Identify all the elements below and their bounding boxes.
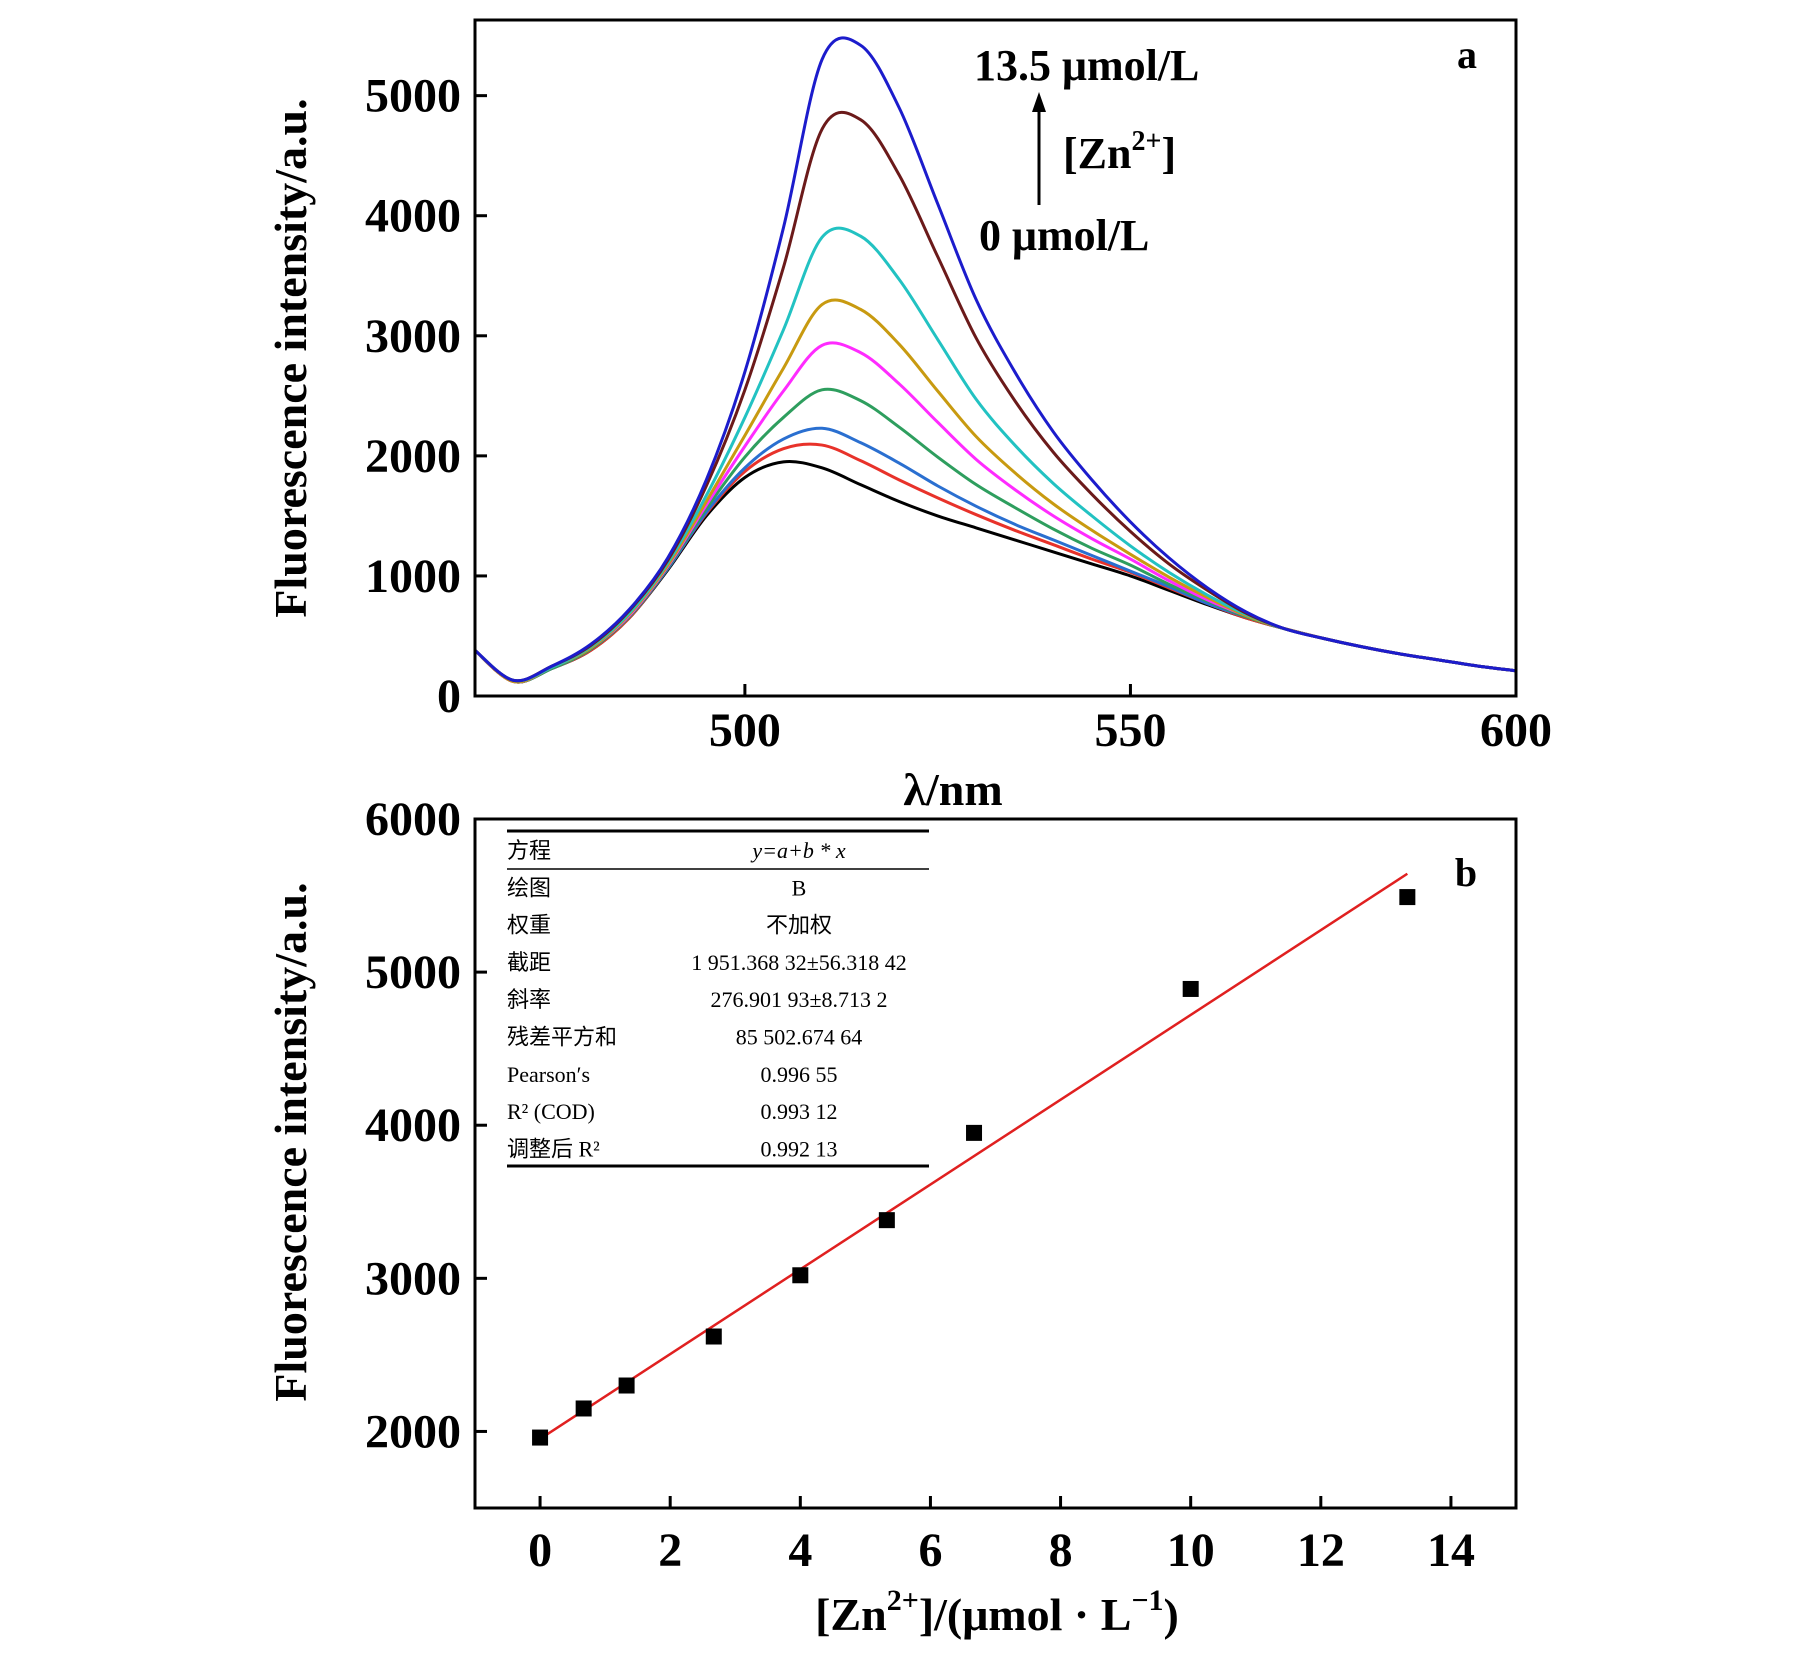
- y-tick-label-a: 2000: [365, 430, 461, 483]
- table-row-label: 残差平方和: [507, 1025, 617, 1050]
- y-tick-label-a: 0: [437, 670, 461, 723]
- data-point: [532, 1429, 549, 1446]
- axis-ticks-a: 500 550 600 0 1000 2000 3000 4000 5000: [365, 70, 1552, 757]
- y-tick-label-b: 4000: [365, 1099, 461, 1152]
- table-row-label: R² (COD): [507, 1099, 595, 1124]
- table-row-value: y=a+b * x: [750, 838, 845, 863]
- spectrum-line-3: [474, 387, 1517, 684]
- table-row-value: 0.992 13: [761, 1136, 838, 1161]
- table-row-label: 权重: [507, 913, 551, 938]
- y-tick-label-b: 5000: [365, 946, 461, 999]
- calibration-marks: [532, 872, 1416, 1446]
- data-point: [1182, 980, 1199, 997]
- y-tick-label-a: 1000: [365, 550, 461, 603]
- data-point: [618, 1377, 635, 1394]
- x-tick-label-a: 500: [709, 704, 781, 757]
- x-tick-label-a: 550: [1094, 704, 1166, 757]
- table-row-label: 方程: [507, 838, 551, 863]
- y-tick-label-b: 2000: [365, 1405, 461, 1458]
- annotation-bottom: 0 μmol/L: [979, 211, 1149, 260]
- table-row-label: Pearson′s: [507, 1062, 590, 1087]
- x-tick-label-b: 8: [1049, 1524, 1073, 1577]
- x-tick-label-a: 600: [1480, 704, 1552, 757]
- spectrum-line-7: [474, 110, 1517, 683]
- data-point: [705, 1328, 722, 1345]
- spectrum-line-4: [474, 341, 1517, 684]
- table-row-label: 截距: [507, 950, 551, 975]
- data-point: [792, 1267, 809, 1284]
- panel-label-a: a: [1457, 32, 1477, 77]
- y-tick-label-b: 3000: [365, 1252, 461, 1305]
- y-tick-label-a: 4000: [365, 190, 461, 243]
- annotation-top: 13.5 μmol/L: [974, 41, 1199, 90]
- table-row-value: B: [792, 875, 807, 900]
- x-tick-label-b: 2: [658, 1524, 682, 1577]
- table-row-value: 1 951.368 32±56.318 42: [691, 950, 907, 975]
- y-tick-label-a: 3000: [365, 310, 461, 363]
- x-axis-label-a: λ/nm: [903, 764, 1002, 815]
- spectrum-line-2: [474, 426, 1517, 684]
- table-row-value: 85 502.674 64: [736, 1025, 863, 1050]
- table-row-label: 调整后 R²: [507, 1136, 600, 1161]
- arrow-head-icon: [1032, 92, 1046, 112]
- x-tick-label-b: 14: [1427, 1524, 1475, 1577]
- spectrum-line-0: [474, 460, 1517, 684]
- data-point: [1399, 889, 1416, 906]
- table-row-value: 0.993 12: [761, 1099, 838, 1124]
- panel-b-chart: 0 2 4 6 8 10 12 14 2000 3000 4000 5000 6000 方程 y=a+b …: [265, 793, 1518, 1640]
- y-axis-label-b: Fluorescence intensity/a.u.: [265, 882, 316, 1401]
- table-row-label: 绘图: [507, 875, 551, 900]
- plot-frame-b: [473, 817, 1518, 1510]
- data-point: [575, 1400, 592, 1417]
- spectrum-line-8: [474, 36, 1517, 683]
- y-axis-label-a: Fluorescence intensity/a.u.: [265, 98, 316, 617]
- annotation-zn: [Zn2+]: [1063, 126, 1176, 178]
- x-tick-label-b: 10: [1167, 1524, 1215, 1577]
- axis-ticks-b: 0 2 4 6 8 10 12 14 2000 3000 4000 5000 6000: [365, 793, 1475, 1577]
- table-row-label: 斜率: [507, 987, 551, 1012]
- table-row-value: 0.996 55: [761, 1062, 838, 1087]
- fit-line: [539, 872, 1409, 1440]
- data-point: [966, 1124, 983, 1141]
- x-tick-label-b: 4: [788, 1524, 812, 1577]
- x-tick-label-b: 0: [528, 1524, 552, 1577]
- panel-label-b: b: [1455, 850, 1477, 895]
- plot-frame-a: [473, 18, 1518, 698]
- panel-a-chart: 500 550 600 0 1000 2000 3000 4000 5000 Fluoresce…: [265, 18, 1552, 815]
- x-tick-label-b: 6: [918, 1524, 942, 1577]
- x-axis-label-b: [Zn2+]/(μmol · L−1): [815, 1584, 1179, 1640]
- data-point: [878, 1212, 895, 1229]
- spectra-lines: [474, 36, 1517, 684]
- y-tick-label-b: 6000: [365, 793, 461, 846]
- table-row-value: 不加权: [766, 913, 832, 938]
- x-tick-label-b: 12: [1297, 1524, 1345, 1577]
- table-row-value: 276.901 93±8.713 2: [710, 987, 887, 1012]
- spectrum-line-5: [474, 298, 1517, 684]
- y-tick-label-a: 5000: [365, 70, 461, 123]
